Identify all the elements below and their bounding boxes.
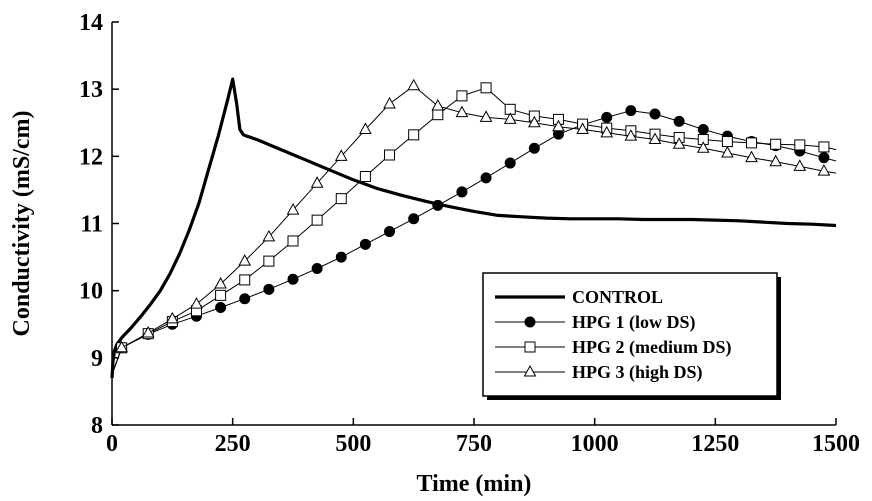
legend-label: HPG 3 (high DS) bbox=[572, 362, 703, 383]
y-tick-label: 9 bbox=[91, 346, 103, 372]
data-point bbox=[673, 115, 685, 127]
data-point bbox=[794, 139, 806, 151]
x-tick-label: 0 bbox=[106, 431, 118, 457]
data-point bbox=[624, 129, 638, 141]
x-tick-label: 1500 bbox=[812, 431, 860, 457]
series-line bbox=[110, 77, 837, 379]
data-point bbox=[455, 105, 469, 118]
x-axis-title: Time (min) bbox=[417, 471, 532, 497]
y-tick-label: 10 bbox=[79, 279, 103, 305]
data-point bbox=[503, 112, 517, 124]
x-tick-label: 1000 bbox=[571, 431, 619, 457]
data-point bbox=[456, 186, 468, 198]
series-line bbox=[111, 85, 837, 375]
data-point bbox=[672, 137, 686, 149]
x-axis-ticks: 0 250 500 750 1000 1250 1500 bbox=[106, 418, 860, 457]
data-point bbox=[745, 150, 758, 163]
data-point bbox=[359, 122, 372, 134]
data-point bbox=[770, 138, 782, 150]
data-point bbox=[721, 145, 734, 158]
data-point bbox=[215, 289, 227, 301]
data-point bbox=[648, 132, 662, 145]
y-tick-label: 14 bbox=[79, 10, 103, 36]
series-1 bbox=[110, 77, 837, 379]
data-point bbox=[115, 340, 128, 353]
data-point bbox=[335, 251, 347, 263]
data-point bbox=[480, 172, 492, 184]
data-point bbox=[625, 105, 637, 117]
data-point bbox=[793, 159, 807, 171]
data-point bbox=[287, 235, 299, 247]
data-point bbox=[769, 154, 783, 167]
data-point bbox=[818, 141, 830, 153]
data-point bbox=[334, 149, 348, 161]
y-tick-label: 12 bbox=[79, 144, 103, 170]
data-point bbox=[504, 157, 516, 169]
data-point bbox=[480, 82, 492, 94]
data-point bbox=[359, 238, 371, 250]
data-point bbox=[697, 123, 709, 135]
data-point bbox=[311, 214, 323, 226]
legend-label: HPG 2 (medium DS) bbox=[572, 337, 732, 358]
data-point bbox=[601, 111, 613, 123]
data-point bbox=[407, 78, 421, 91]
data-point bbox=[818, 152, 830, 164]
legend-swatch-marker bbox=[524, 341, 536, 353]
data-point bbox=[214, 276, 227, 289]
data-point bbox=[311, 263, 323, 275]
y-axis-ticks: 8 9 10 11 12 13 14 bbox=[79, 10, 119, 439]
data-point bbox=[408, 213, 420, 225]
x-tick-label: 1250 bbox=[691, 431, 739, 457]
data-point bbox=[527, 115, 541, 128]
legend: CONTROL HPG 1 (low DS) HPG 2 (medium DS) HP… bbox=[482, 272, 781, 400]
data-point bbox=[286, 203, 300, 215]
data-point bbox=[384, 149, 396, 161]
data-point bbox=[456, 90, 468, 102]
data-point bbox=[262, 229, 276, 242]
series-4 bbox=[111, 78, 837, 375]
data-point bbox=[384, 226, 396, 238]
data-point bbox=[359, 170, 371, 182]
y-tick-label: 11 bbox=[80, 212, 103, 238]
x-tick-label: 500 bbox=[335, 431, 371, 457]
data-point bbox=[721, 136, 733, 148]
data-point bbox=[576, 122, 589, 134]
data-point bbox=[141, 325, 155, 338]
data-point bbox=[165, 311, 179, 324]
data-point bbox=[746, 137, 758, 149]
legend-label: HPG 1 (low DS) bbox=[572, 312, 696, 333]
y-axis-title: Conductivity (mS/cm) bbox=[9, 111, 35, 337]
data-point bbox=[287, 273, 299, 285]
data-point bbox=[649, 108, 661, 120]
x-tick-label: 750 bbox=[456, 431, 492, 457]
y-tick-label: 13 bbox=[79, 77, 103, 103]
data-point bbox=[696, 141, 710, 153]
data-point bbox=[432, 109, 444, 121]
data-point bbox=[239, 274, 251, 286]
x-tick-label: 250 bbox=[215, 431, 251, 457]
data-point bbox=[552, 119, 565, 132]
legend-swatch-marker bbox=[524, 316, 536, 328]
data-point bbox=[408, 129, 420, 141]
data-point bbox=[335, 193, 347, 205]
data-point bbox=[383, 96, 396, 109]
data-point bbox=[600, 125, 614, 138]
legend-label: CONTROL bbox=[572, 287, 663, 307]
data-point bbox=[431, 98, 445, 111]
data-point bbox=[479, 110, 493, 122]
y-tick-label: 8 bbox=[91, 413, 103, 439]
data-point bbox=[190, 297, 203, 309]
data-point bbox=[263, 283, 275, 295]
data-point bbox=[432, 199, 444, 211]
data-point bbox=[215, 301, 227, 313]
data-point bbox=[238, 254, 252, 266]
data-point bbox=[310, 176, 324, 188]
legend-swatch-marker bbox=[523, 364, 537, 377]
data-point bbox=[263, 255, 275, 267]
data-point bbox=[817, 164, 831, 176]
data-point bbox=[528, 142, 540, 154]
data-point bbox=[239, 293, 251, 305]
series-layer bbox=[110, 77, 837, 379]
